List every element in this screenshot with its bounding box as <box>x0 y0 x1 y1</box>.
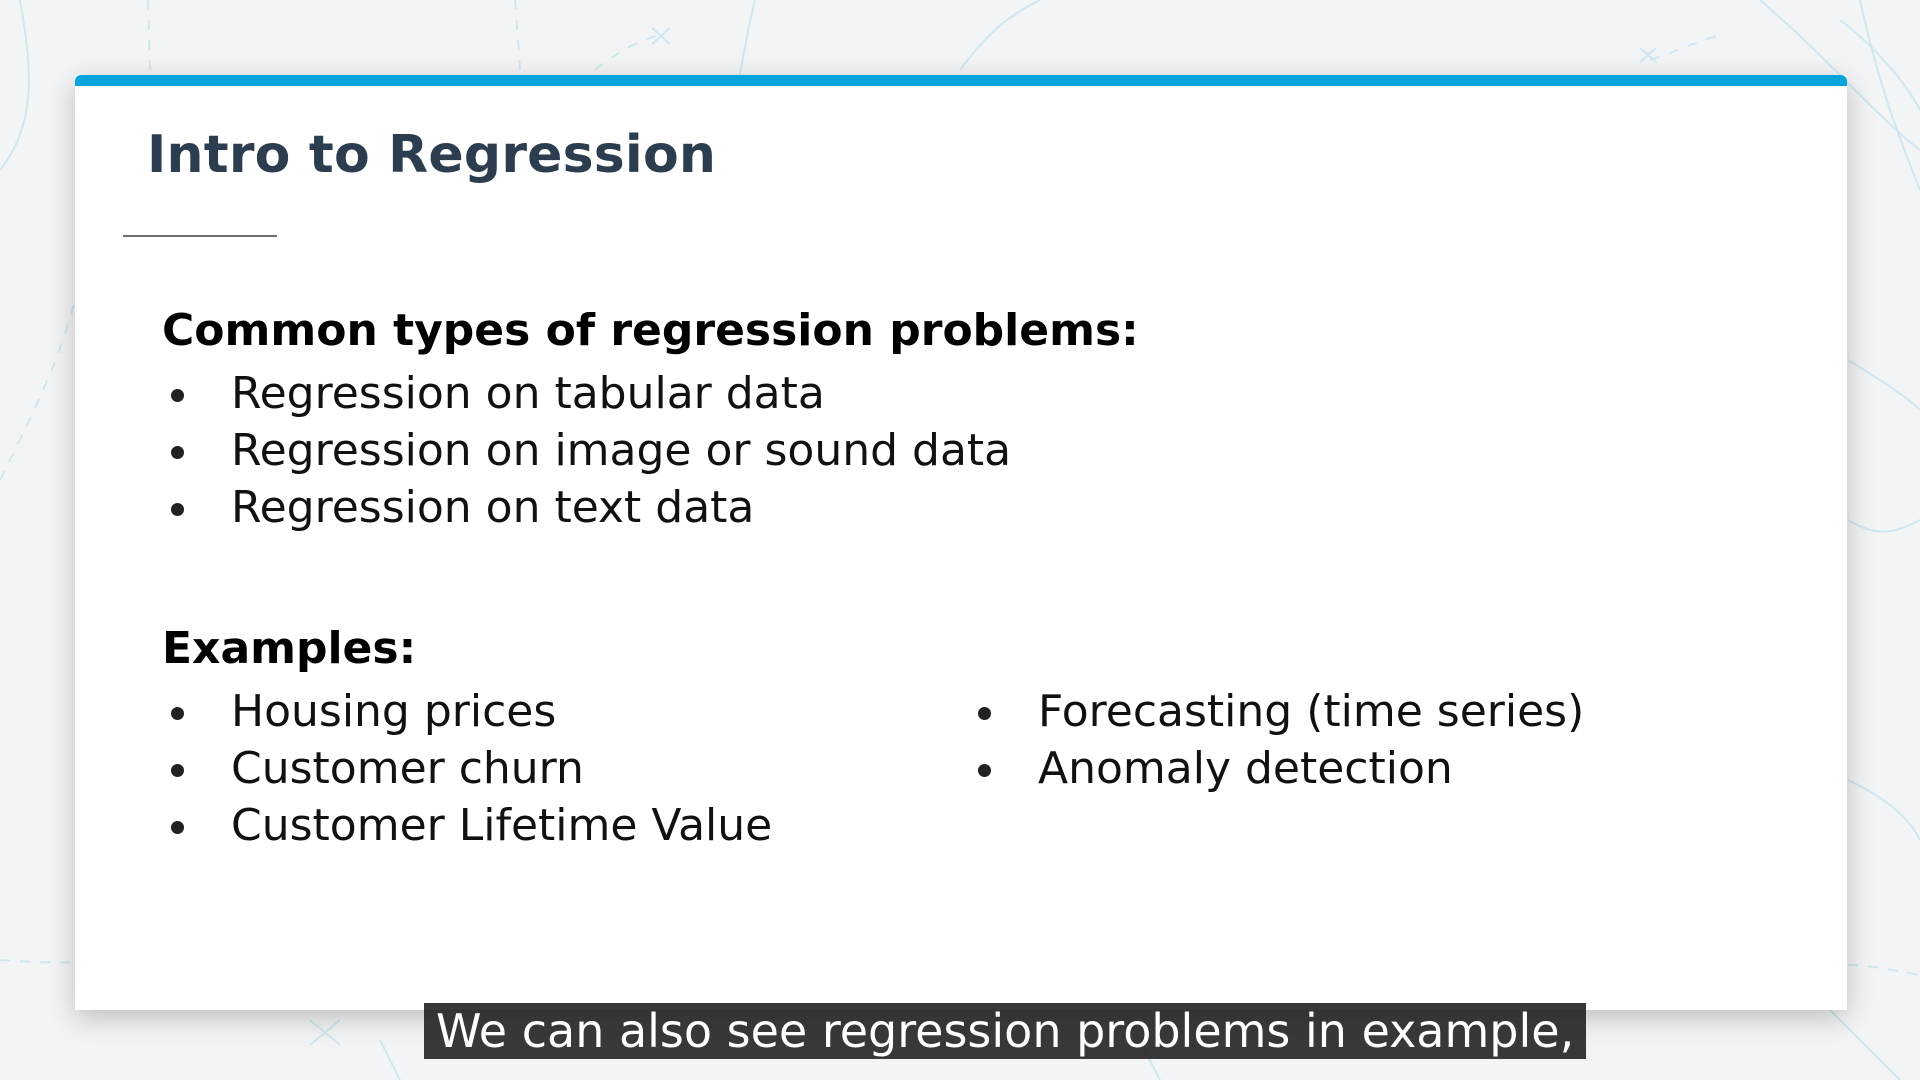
list-item: Customer Lifetime Value <box>165 797 772 854</box>
title-underline <box>123 235 277 237</box>
list-item-label: Customer Lifetime Value <box>231 800 773 851</box>
list-item-label: Regression on text data <box>231 482 755 533</box>
bullet-icon <box>978 764 991 777</box>
subtitle-caption: We can also see regression problems in e… <box>424 1003 1587 1059</box>
list-item: Regression on image or sound data <box>165 422 1011 479</box>
list-item: Customer churn <box>165 740 772 797</box>
examples-list-right: Forecasting (time series) Anomaly detect… <box>972 683 1584 797</box>
list-item-label: Regression on image or sound data <box>231 425 1012 476</box>
slide-card: Intro to Regression Common types of regr… <box>75 75 1847 1010</box>
list-item-label: Forecasting (time series) <box>1038 686 1585 737</box>
bullet-icon <box>171 503 184 516</box>
examples-heading: Examples: <box>162 623 417 674</box>
list-item: Housing prices <box>165 683 772 740</box>
bullet-icon <box>171 389 184 402</box>
examples-list-left: Housing prices Customer churn Customer L… <box>165 683 772 854</box>
bullet-icon <box>171 821 184 834</box>
bullet-icon <box>978 707 991 720</box>
list-item-label: Regression on tabular data <box>231 368 825 419</box>
list-item-label: Housing prices <box>231 686 557 737</box>
list-item: Anomaly detection <box>972 740 1584 797</box>
list-item: Regression on text data <box>165 479 1011 536</box>
list-item-label: Anomaly detection <box>1038 743 1453 794</box>
list-item: Regression on tabular data <box>165 365 1011 422</box>
list-item: Forecasting (time series) <box>972 683 1584 740</box>
bullet-icon <box>171 707 184 720</box>
list-item-label: Customer churn <box>231 743 584 794</box>
slide-accent-bar <box>75 75 1847 86</box>
types-list: Regression on tabular data Regression on… <box>165 365 1011 536</box>
slide-title: Intro to Regression <box>147 125 717 185</box>
types-heading: Common types of regression problems: <box>162 305 1139 356</box>
bullet-icon <box>171 446 184 459</box>
bullet-icon <box>171 764 184 777</box>
